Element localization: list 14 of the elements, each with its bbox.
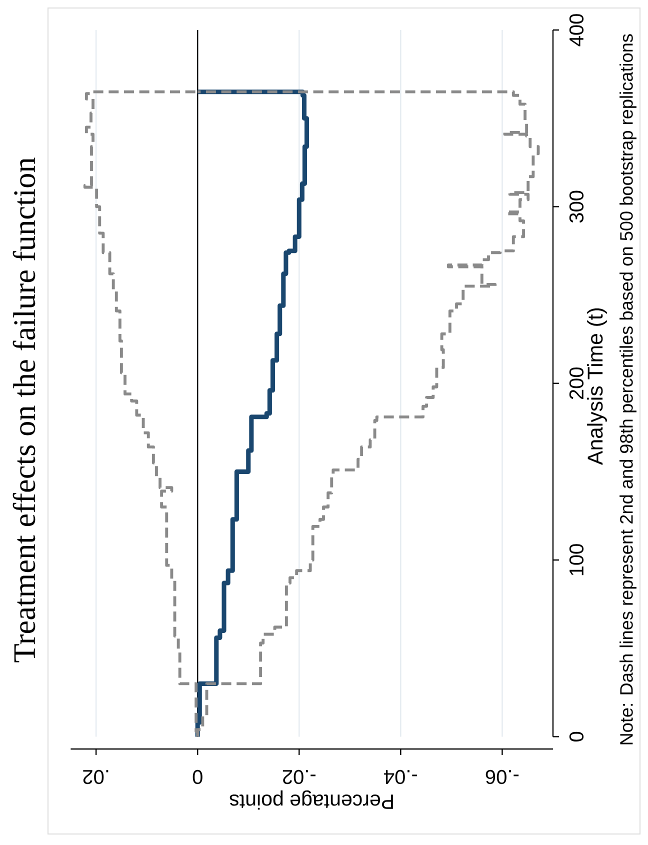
y-tick-label: 200 — [569, 367, 584, 400]
y-tick-label: 300 — [569, 190, 584, 223]
x-axis-title: Percentage points — [230, 790, 393, 810]
x-tick-label: -.02 — [282, 770, 316, 784]
x-tick-label: .02 — [83, 770, 108, 784]
x-tick-label: 0 — [192, 770, 202, 784]
x-tick-label: -.04 — [384, 770, 418, 784]
x-tick-label: -.06 — [486, 770, 519, 784]
text: Note: Dash lines represent 2nd and 98th percentiles based on 500 bootstrap replications — [620, 34, 636, 744]
y-tick-label: 400 — [569, 14, 584, 46]
y-axis-title: Analysis Time (t) — [587, 308, 607, 465]
y-tick-label: 0 — [569, 732, 584, 742]
y-tick-label: 100 — [569, 544, 584, 576]
text: Treatment effects on the failure function — [12, 158, 36, 662]
